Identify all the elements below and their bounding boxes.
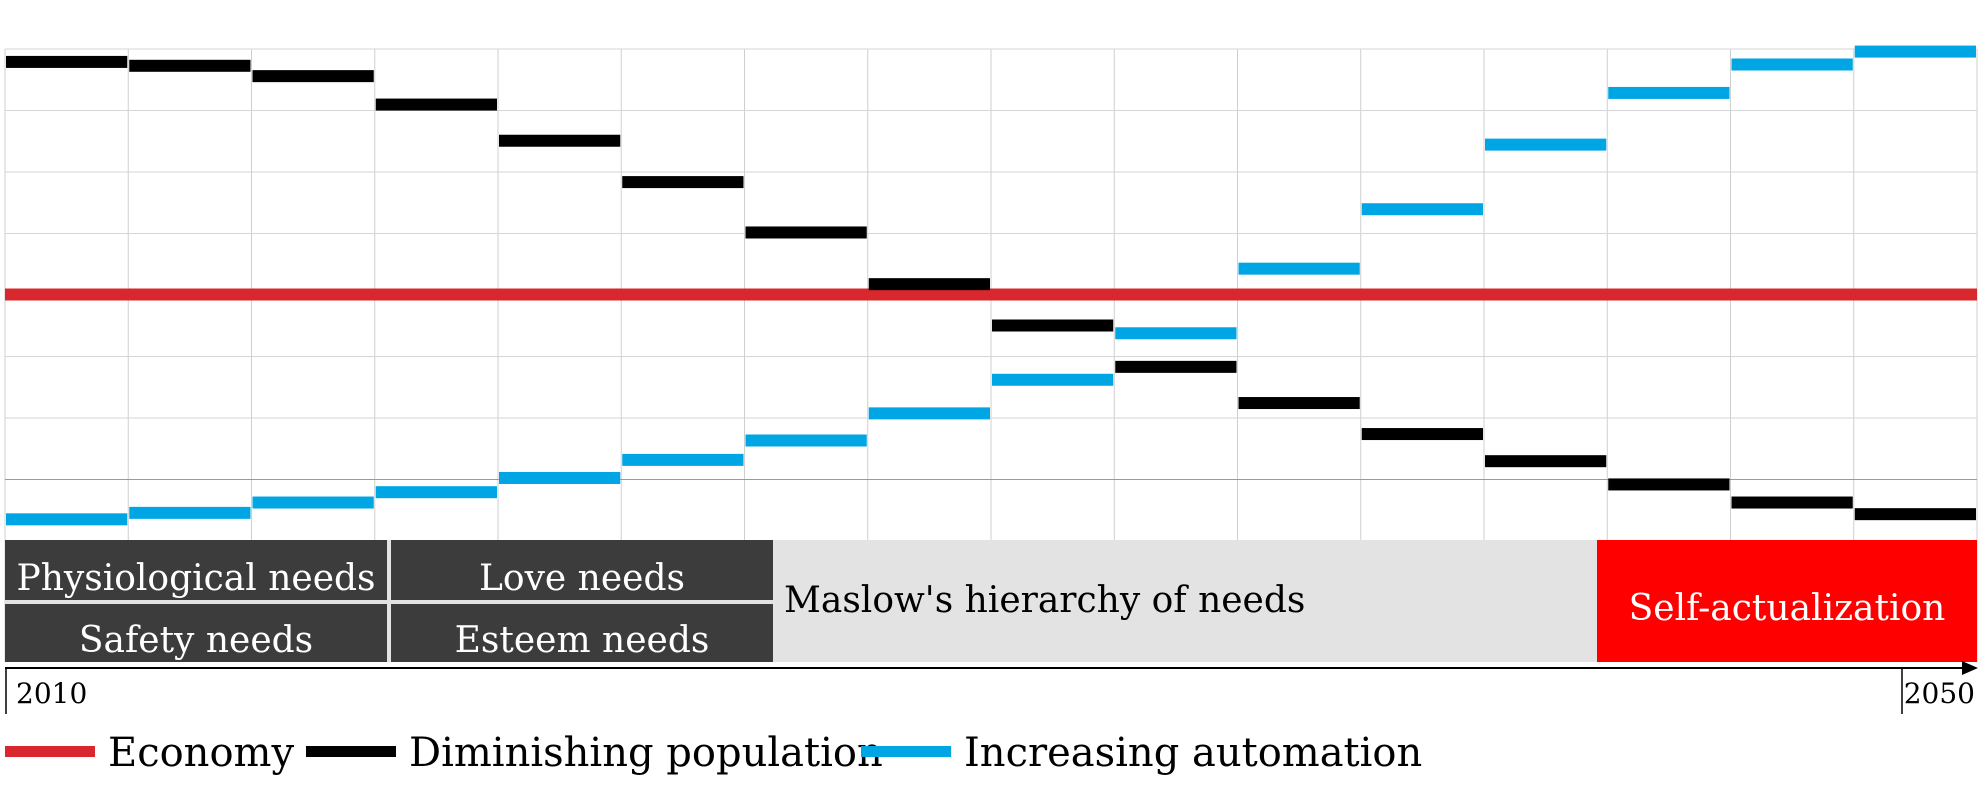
step-bar-diminishing-population <box>252 70 374 83</box>
x-axis-start-label: 2010 <box>16 677 87 710</box>
x-axis: 2010 2050 <box>5 661 1978 714</box>
stage-safety-block <box>5 604 387 662</box>
maslow-stages-band: Physiological needs Love needs Safety ne… <box>5 540 1977 662</box>
step-bar-increasing-automation <box>1115 327 1237 340</box>
step-bar-increasing-automation <box>1854 45 1976 58</box>
step-bar-diminishing-population <box>1115 360 1237 373</box>
series-line-economy <box>5 288 1977 301</box>
legend-label-increasing-automation: Increasing automation <box>964 730 1422 776</box>
stage-love-block <box>391 540 773 600</box>
step-bar-diminishing-population <box>1608 478 1730 491</box>
legend-label-economy: Economy <box>108 730 294 776</box>
step-bar-increasing-automation <box>1485 138 1607 151</box>
step-bar-increasing-automation <box>499 471 621 484</box>
step-bar-diminishing-population <box>992 319 1114 332</box>
x-axis-arrow-icon <box>1962 661 1978 675</box>
series-diminishing-population <box>6 55 1976 521</box>
step-bar-increasing-automation <box>6 513 128 526</box>
step-bar-increasing-automation <box>745 434 867 447</box>
stage-self-actualization-label: Self-actualization <box>1629 588 1946 629</box>
step-bar-diminishing-population <box>1485 455 1607 468</box>
step-bar-diminishing-population <box>868 278 990 291</box>
x-axis-end-label: 2050 <box>1904 677 1975 710</box>
step-bar-increasing-automation <box>375 486 497 499</box>
step-bar-diminishing-population <box>1854 508 1976 521</box>
step-bar-increasing-automation <box>622 453 744 466</box>
step-bar-increasing-automation <box>252 496 374 509</box>
stage-self-actualization-block <box>1597 540 1977 662</box>
legend-label-diminishing-population: Diminishing population <box>409 730 883 776</box>
step-bar-diminishing-population <box>499 134 621 147</box>
series-layer <box>5 45 1977 526</box>
stage-love-label: Love needs <box>479 558 685 599</box>
step-bar-diminishing-population <box>1238 397 1360 410</box>
step-bar-diminishing-population <box>375 98 497 111</box>
step-bar-diminishing-population <box>6 55 128 68</box>
step-bar-increasing-automation <box>868 407 990 420</box>
legend-swatch-increasing-automation <box>861 746 951 757</box>
legend-swatch-diminishing-population <box>306 746 396 757</box>
step-bar-increasing-automation <box>129 506 251 519</box>
series-increasing-automation <box>6 45 1976 526</box>
step-bar-diminishing-population <box>622 176 744 189</box>
stage-physiological-block <box>5 540 387 600</box>
step-bar-diminishing-population <box>745 226 867 239</box>
stage-esteem-label: Esteem needs <box>455 620 710 661</box>
stage-safety-label: Safety needs <box>79 620 313 661</box>
step-bar-diminishing-population <box>1361 428 1483 441</box>
step-bar-increasing-automation <box>992 373 1114 386</box>
step-bar-increasing-automation <box>1731 58 1853 71</box>
step-bar-diminishing-population <box>129 59 251 72</box>
step-bar-diminishing-population <box>1731 496 1853 509</box>
step-bar-increasing-automation <box>1361 203 1483 216</box>
stage-physiological-label: Physiological needs <box>16 558 375 599</box>
legend-swatch-economy <box>5 746 95 757</box>
stage-middle-label: Maslow's hierarchy of needs <box>784 580 1305 621</box>
series-economy <box>5 288 1977 301</box>
legend: Economy Diminishing population Increasing … <box>5 730 1422 776</box>
step-bar-increasing-automation <box>1608 86 1730 99</box>
stage-esteem-block <box>391 604 773 662</box>
step-bar-increasing-automation <box>1238 262 1360 275</box>
